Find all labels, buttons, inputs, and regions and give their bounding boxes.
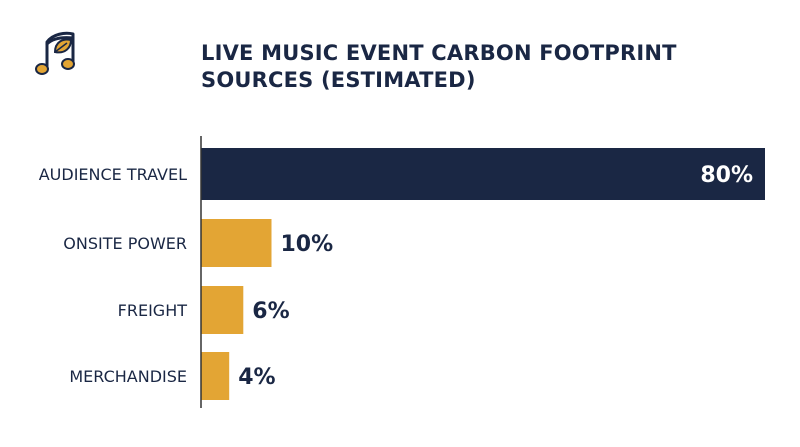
chart-title: LIVE MUSIC EVENT CARBON FOOTPRINT SOURCE… [201,40,721,94]
chart-title-line-2: SOURCES (ESTIMATED) [201,68,476,92]
category-label: AUDIENCE TRAVEL [39,165,187,184]
bar-onsite-power [201,219,272,267]
value-label: 80% [700,163,753,188]
bar-merchandise [201,352,230,400]
category-label: ONSITE POWER [63,234,187,253]
value-label: 6% [252,299,289,324]
value-label: 4% [238,365,275,390]
category-label: FREIGHT [118,301,188,320]
category-label: MERCHANDISE [69,367,187,386]
bar-audience-travel [201,148,765,200]
bar-freight [201,286,244,334]
music-note-leaf-icon [35,31,75,75]
chart-title-line-1: LIVE MUSIC EVENT CARBON FOOTPRINT [201,41,677,65]
value-label: 10% [281,232,334,257]
